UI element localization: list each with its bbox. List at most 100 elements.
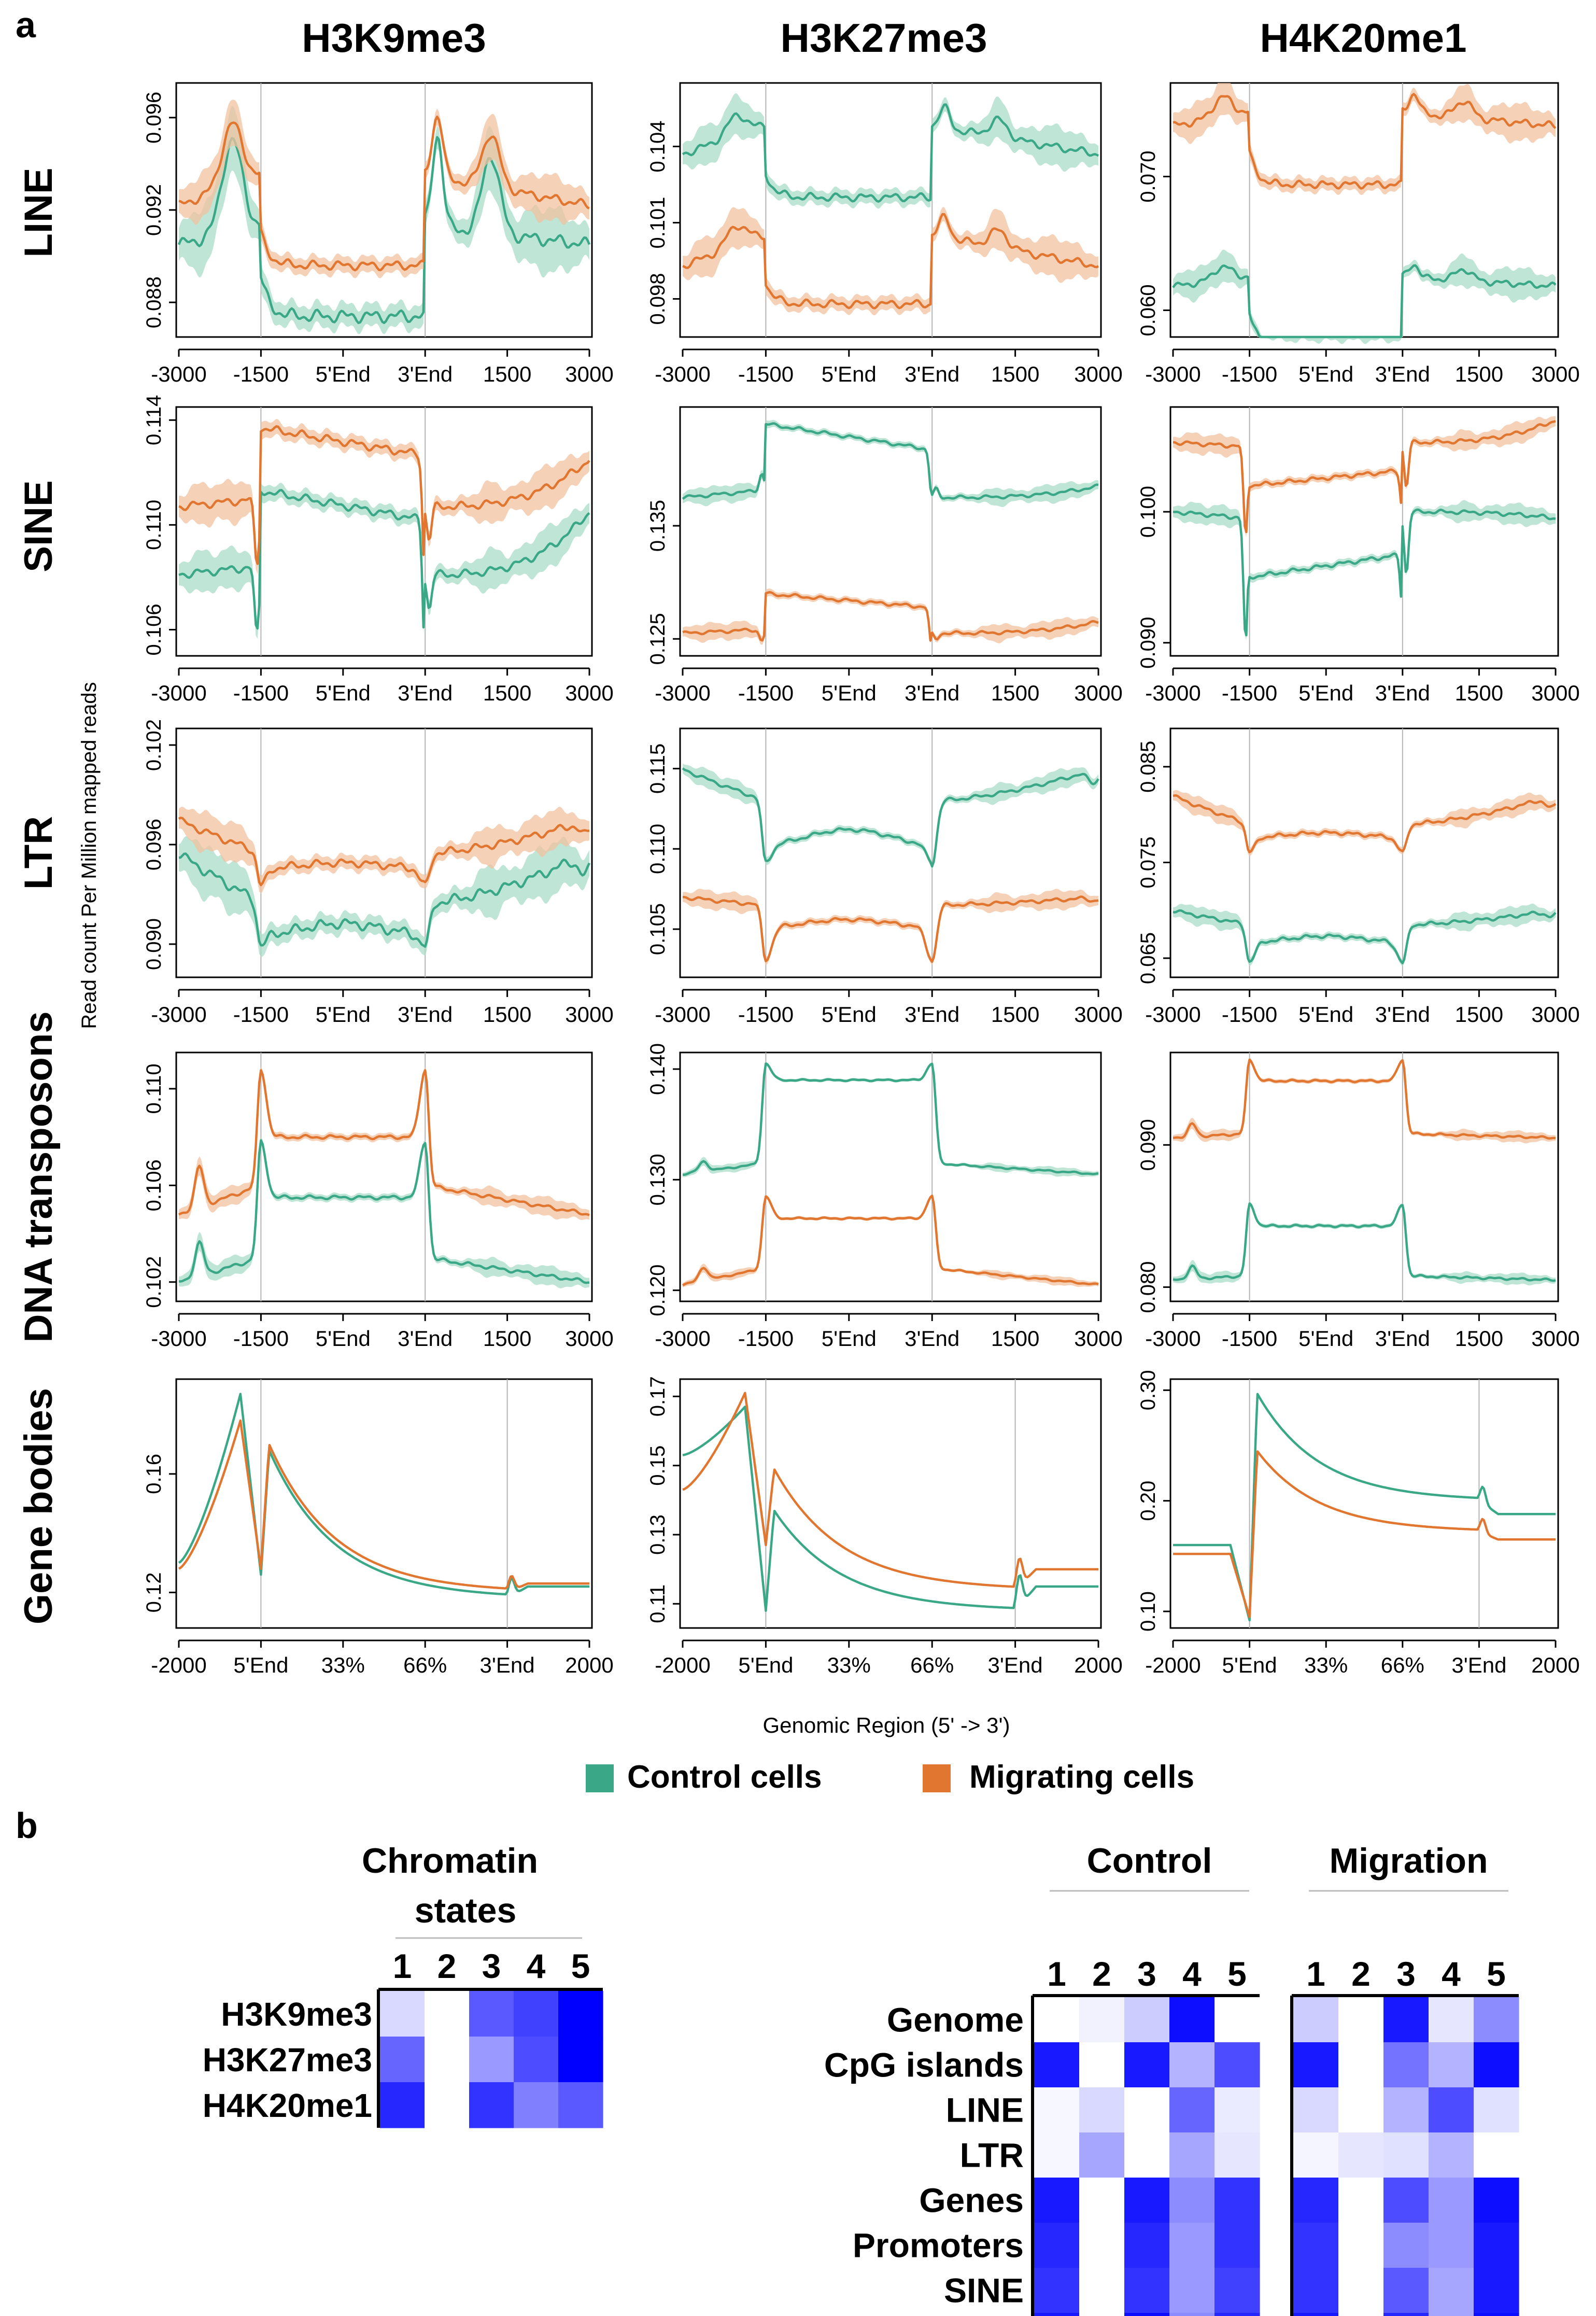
x-tick-label: -3000 (151, 362, 206, 386)
heatmap-cell (1293, 1997, 1339, 2043)
heatmap-cell (380, 2037, 425, 2083)
heatmap-cell (1079, 2042, 1125, 2088)
heatmap-control: Control 1 2 3 4 5 Genome CpG islands LINE LTR Gene… (824, 1841, 1260, 2316)
series-line-migrating-cells (178, 115, 590, 272)
x-tick-label: 5'End (1298, 1326, 1353, 1351)
x-tick-label: 1500 (1455, 1326, 1503, 1351)
series-line-control-cells (1173, 1202, 1556, 1282)
heatmap-cell (1169, 2132, 1215, 2178)
x-tick-label: 1500 (991, 362, 1039, 386)
heatmap-row-label: SINE (944, 2271, 1024, 2310)
heatmap-cell (514, 2082, 559, 2128)
heatmap-col-label: 2 (1092, 1955, 1111, 1993)
x-tick-label: 1500 (1455, 681, 1503, 705)
heatmap-cell (1034, 2178, 1080, 2223)
series-line-control-cells (682, 1406, 1098, 1612)
y-tick-label: 0.090 (1137, 617, 1160, 669)
chart-dna-transposons-h4k20me1: 0.080 0.090 -3000 -1500 5'End 3'End 1500 3000 (1137, 1051, 1580, 1351)
x-tick-label: -1500 (738, 1326, 794, 1351)
plot-frame (1169, 1051, 1559, 1302)
x-tick-label: 1500 (991, 1326, 1039, 1351)
series-line-migrating-cells (682, 591, 1099, 642)
heatmap-cell (1034, 1997, 1080, 2043)
x-tick-label: 3'End (1451, 1653, 1506, 1677)
series-line-control-cells (178, 852, 591, 948)
y-tick-label: 0.096 (143, 92, 165, 144)
chart-sine-h3k9me3: 0.106 0.110 0.114 -3000 -1500 5'End 3'End 1500 3… (143, 395, 614, 705)
heatmap-cell (1429, 2132, 1474, 2178)
confidence-band-migrating-cells (683, 207, 1098, 316)
heatmap-col-label: 5 (1227, 1955, 1247, 1993)
x-tick-label: -3000 (655, 681, 710, 705)
heatmap-cell (1474, 1997, 1519, 2043)
x-tick-label: 33% (321, 1653, 365, 1677)
y-tick-label: 0.090 (143, 918, 165, 970)
chart-ltr-h3k27me3: 0.105 0.110 0.115 -3000 -1500 5'End 3'End 1500 3… (646, 727, 1123, 1027)
heatmap-cell (1214, 2223, 1260, 2268)
confidence-band-migrating-cells (683, 588, 1098, 645)
x-tick-label: 3'End (1375, 681, 1430, 705)
x-tick-label: 3'End (480, 1653, 535, 1677)
heatmap-cell (1079, 2132, 1125, 2178)
y-tick-label: 0.140 (646, 1043, 669, 1095)
heatmap-cell (1293, 2223, 1339, 2268)
y-tick-label: 0.060 (1137, 284, 1160, 336)
x-tick-label: -3000 (1145, 681, 1200, 705)
heatmap-row-label: LINE (946, 2091, 1024, 2129)
x-tick-label: -3000 (655, 1326, 710, 1351)
plot-frame (175, 727, 593, 978)
y-tick-label: 0.085 (1137, 741, 1160, 793)
y-tick-label: 0.15 (646, 1445, 669, 1486)
heatmap-col-label: 5 (1487, 1955, 1506, 1993)
heatmap-cell (1383, 1997, 1429, 2043)
confidence-band-migrating-cells (683, 889, 1098, 965)
y-tick-label: 0.101 (646, 196, 669, 248)
plot-frame (1169, 1378, 1559, 1629)
heatmap-cell (558, 1991, 603, 2037)
x-tick-label: 3'End (398, 681, 453, 705)
heatmap-cell (380, 1991, 425, 2037)
y-tick-label: 0.100 (1137, 486, 1160, 538)
x-tick-label: 5'End (822, 1002, 877, 1027)
y-tick-label: 0.135 (646, 500, 669, 552)
heatmap-title: states (415, 1891, 517, 1930)
heatmap-cell (469, 2037, 514, 2083)
x-tick-label: -3000 (151, 681, 206, 705)
x-tick-label: -3000 (151, 1326, 206, 1351)
chart-line-h4k20me1: 0.060 0.070 -3000 -1500 5'End 3'End 1500 3000 (1137, 82, 1580, 386)
x-tick-label: -2000 (1145, 1653, 1200, 1677)
heatmap-cell (1124, 2087, 1170, 2133)
x-tick-label: 66% (1381, 1653, 1424, 1677)
series-line-control-cells (682, 767, 1099, 868)
x-tick-label: 3'End (1375, 362, 1430, 386)
heatmap-cell (1034, 2313, 1080, 2316)
y-tick-label: 0.106 (143, 603, 165, 655)
series-line-control-cells (1172, 264, 1557, 339)
series-line-control-cells (1173, 508, 1556, 637)
x-tick-label: 5'End (233, 1653, 288, 1677)
chart-line-h3k9me3: 0.088 0.092 0.096 -3000 -1500 5'End 3'End 1500 3… (143, 82, 614, 386)
confidence-band-migrating-cells (179, 419, 589, 574)
x-tick-label: 1500 (483, 681, 531, 705)
x-tick-label: 3'End (905, 1002, 959, 1027)
series-line-control-cells (178, 1139, 590, 1284)
y-tick-label: 0.10 (1137, 1591, 1160, 1632)
y-tick-label: 0.12 (143, 1572, 165, 1612)
heatmap-cell (1338, 2087, 1384, 2133)
heatmap-cell (425, 2037, 470, 2083)
x-axis-label: Genomic Region (5' -> 3') (762, 1713, 1010, 1737)
heatmap-cell (1338, 2223, 1384, 2268)
x-tick-label: -1500 (738, 362, 794, 386)
x-tick-label: 1500 (1455, 362, 1503, 386)
chart-gene-bodies-h4k20me1: 0.10 0.20 0.30 -2000 5'End 33% 66% 3'End 2000 (1137, 1370, 1580, 1677)
series-line-migrating-cells (682, 213, 1099, 310)
y-tick-label: 0.110 (646, 824, 669, 874)
x-tick-label: -3000 (655, 1002, 710, 1027)
heatmap-cell (514, 2037, 559, 2083)
heatmap-cell (1034, 2268, 1080, 2313)
x-tick-label: 5'End (316, 681, 371, 705)
x-tick-label: 3000 (1074, 1002, 1122, 1027)
x-tick-label: -1500 (1222, 1326, 1277, 1351)
y-tick-label: 0.130 (646, 1154, 669, 1205)
x-tick-label: 3000 (1074, 362, 1122, 386)
